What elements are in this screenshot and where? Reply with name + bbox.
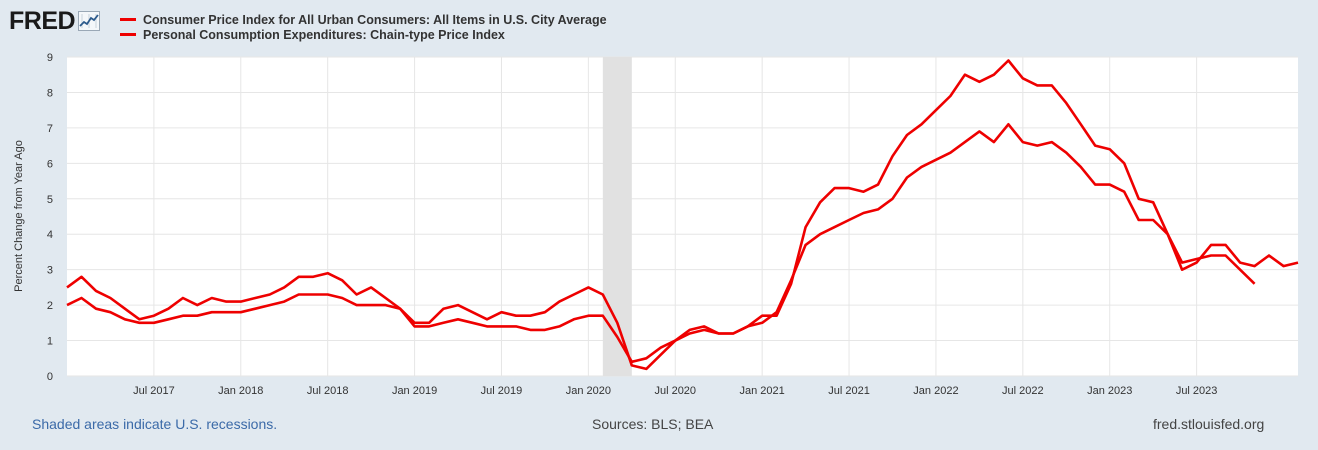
plot-area [67,57,1298,376]
x-tick-label: Jul 2021 [828,385,870,397]
y-tick-label: 8 [47,87,53,99]
x-tick-label: Jul 2019 [481,385,523,397]
y-tick-label: 1 [47,336,53,348]
x-tick-label: Jul 2020 [654,385,696,397]
fred-logo[interactable]: FRED [9,7,101,35]
recession-band [602,57,632,376]
logo-text: FRED [9,7,76,35]
y-tick-label: 7 [47,123,53,135]
legend-item-pce[interactable]: Personal Consumption Expenditures: Chain… [120,27,607,42]
x-tick-label: Jul 2017 [133,385,175,397]
y-tick-label: 5 [47,194,53,206]
x-tick-label: Jan 2020 [566,385,611,397]
y-tick-label: 0 [47,371,53,383]
y-axis-title: Percent Change from Year Ago [13,140,25,292]
recession-bands [602,57,632,376]
x-tick-label: Jan 2021 [740,385,785,397]
y-axis: 0 1 2 3 4 5 6 7 8 9 [47,52,53,383]
x-tick-label: Jan 2018 [218,385,263,397]
x-tick-label: Jul 2018 [307,385,349,397]
recession-note: Shaded areas indicate U.S. recessions. [32,416,278,432]
y-tick-label: 2 [47,300,53,312]
y-tick-label: 9 [47,52,53,64]
x-tick-label: Jan 2022 [913,385,958,397]
sources-text: Sources: BLS; BEA [592,416,714,432]
x-tick-label: Jan 2023 [1087,385,1132,397]
y-tick-label: 4 [47,229,53,241]
x-axis: Jul 2017 Jan 2018 Jul 2018 Jan 2019 Jul 2019… [133,385,1217,397]
series-line-cpi[interactable] [66,59,1299,371]
y-tick-label: 3 [47,265,53,277]
line-chart: 0 1 2 3 4 5 6 7 8 9 Jul 2017 Jan 2018 Jul 2018 Jan 2… [13,52,1299,397]
series-line-pce[interactable] [66,123,1256,364]
x-tick-label: Jan 2019 [392,385,437,397]
x-tick-label: Jul 2022 [1002,385,1044,397]
y-tick-label: 6 [47,158,53,170]
line-chart-icon [78,11,101,31]
chart-legend: Consumer Price Index for All Urban Consu… [120,12,607,42]
legend-swatch [120,33,136,36]
fred-url-link[interactable]: fred.stlouisfed.org [1153,416,1265,432]
chart-header: FRED Consumer Price Index for All Urban … [0,0,1318,46]
x-tick-label: Jul 2023 [1176,385,1218,397]
series-lines [66,59,1299,371]
legend-swatch [120,18,136,21]
legend-label: Consumer Price Index for All Urban Consu… [143,12,607,27]
grid-lines [67,56,1298,377]
legend-label: Personal Consumption Expenditures: Chain… [143,27,505,42]
legend-item-cpi[interactable]: Consumer Price Index for All Urban Consu… [120,12,607,27]
